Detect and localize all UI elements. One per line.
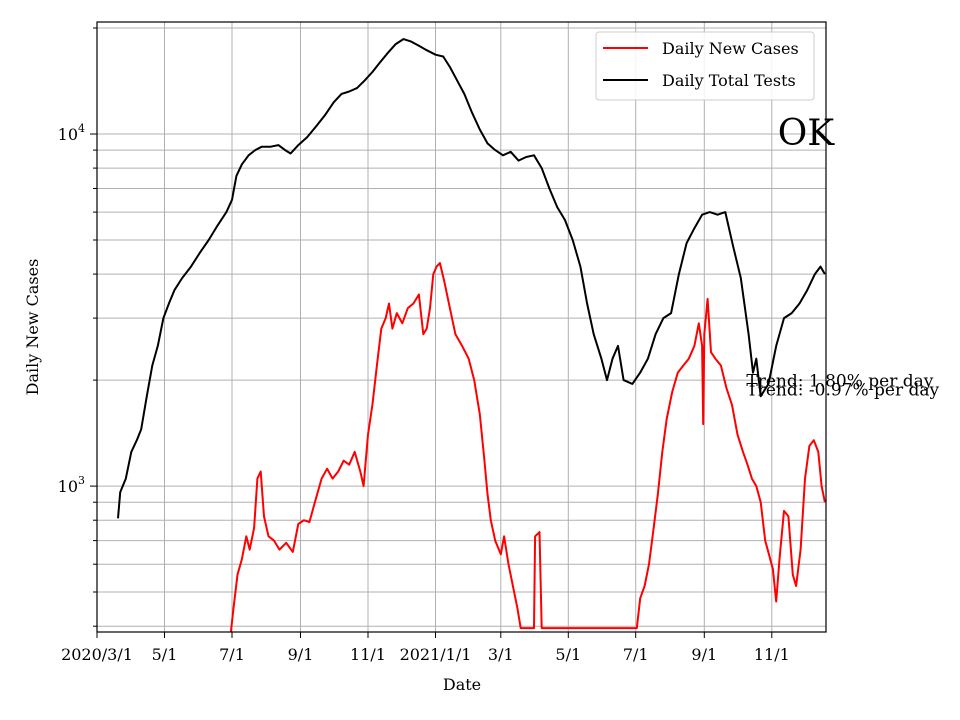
x-tick-label: 7/1 (219, 645, 245, 664)
y-tick-label: 103 (58, 474, 85, 496)
x-tick-label: 9/1 (691, 645, 717, 664)
x-tick-label: 9/1 (288, 645, 314, 664)
legend-entry: Daily New Cases (662, 39, 799, 58)
series-lines (117, 38, 826, 632)
x-tick-label: 11/1 (754, 645, 790, 664)
x-tick-label: 3/1 (488, 645, 514, 664)
y-axis-label: Daily New Cases (23, 259, 42, 396)
legend-box (595, 31, 815, 101)
x-axis-label: Date (443, 675, 481, 694)
x-tick-label: 2021/1/1 (400, 645, 472, 664)
y-tick-label-base: 10 (58, 477, 78, 496)
grid-lines (96, 22, 826, 632)
x-tick-label: 11/1 (350, 645, 386, 664)
x-tick-label: 5/1 (152, 645, 178, 664)
y-tick-label-exponent: 3 (78, 474, 85, 487)
series-line-daily-new-cases (229, 262, 826, 632)
x-tick-label: 7/1 (623, 645, 649, 664)
x-tick-label: 2020/3/1 (61, 645, 133, 664)
y-tick-label: 104 (58, 122, 85, 144)
y-tick-label-base: 10 (58, 125, 78, 144)
y-tick-label-exponent: 4 (78, 122, 85, 135)
trend-label: Trend: 1.80% per day (746, 371, 933, 391)
x-tick-label: 5/1 (555, 645, 581, 664)
axis-ticks: 2020/3/1 5/1 7/1 9/1 11/1 2021/1/1 3/1 5/1 7/1 9/… (58, 27, 790, 664)
legend: Daily New Cases Daily Total Tests (595, 31, 815, 101)
legend-entry: Daily Total Tests (662, 71, 796, 90)
trend-label: Trend: -0.97% per day (746, 380, 939, 400)
plot-frame (96, 21, 827, 633)
series-line-daily-total-tests (117, 38, 826, 519)
annotation-label: OK (778, 113, 836, 154)
